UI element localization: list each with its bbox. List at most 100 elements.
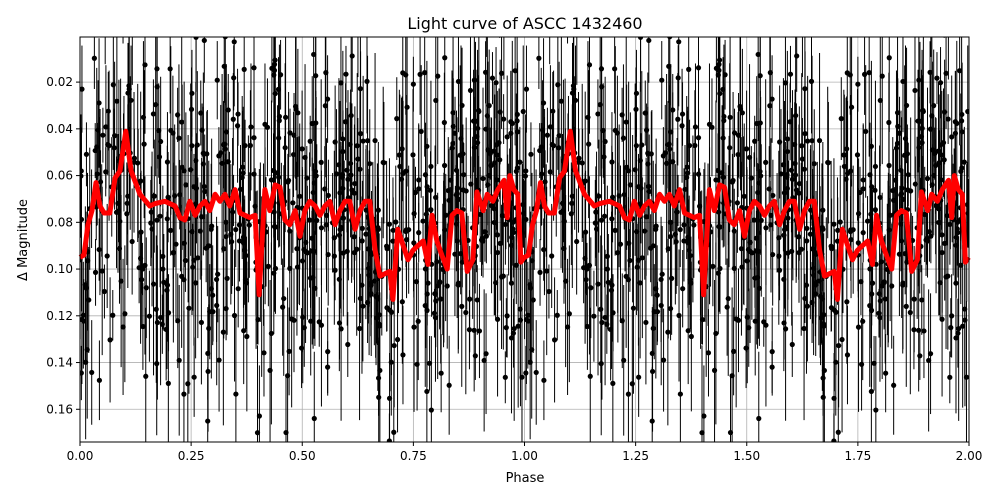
data-point [884,266,890,273]
data-point [891,382,897,388]
data-point [796,190,802,196]
data-point [282,114,289,120]
data-point [201,183,207,190]
data-point [781,190,788,196]
data-point [461,172,467,178]
data-point [146,313,153,319]
data-point [855,81,861,87]
data-point [793,112,799,119]
data-point [787,71,794,77]
data-point [199,127,205,133]
data-point [443,212,449,218]
data-point [354,143,360,149]
data-point [939,316,945,322]
data-point [533,369,539,376]
data-point [357,131,364,137]
data-point [835,429,841,435]
data-point [286,348,292,354]
data-point [586,62,593,68]
data-point [612,227,618,233]
data-point [182,257,189,264]
data-point [325,364,331,370]
data-point [630,305,637,311]
data-point [114,98,120,104]
data-point [420,218,426,224]
data-point [847,168,854,174]
data-point [455,78,462,85]
data-point [81,318,87,324]
data-point [479,235,486,241]
data-point [931,172,937,179]
data-point [756,415,762,422]
data-point [158,138,164,145]
y-axis-ticks: 0.02 0.04 0.06 0.08 0.10 0.12 0.14 0.16 [46,75,80,416]
y-tick-label: 0.16 [46,402,73,416]
data-point [699,430,705,436]
data-point [883,370,889,376]
data-point [801,166,808,172]
data-point [502,374,508,380]
data-point [230,116,236,122]
data-point [592,220,598,226]
data-point [471,327,477,333]
data-point [540,100,547,106]
data-point [503,325,509,331]
data-point [855,324,862,330]
data-point [302,154,308,161]
data-point [893,145,900,151]
data-point [781,276,787,282]
data-point [684,164,690,170]
data-point [953,280,959,286]
x-tick-label: 1.50 [733,449,760,463]
data-point [860,177,866,183]
data-point [193,37,199,40]
data-point [221,246,227,252]
data-point [605,279,611,285]
data-point [653,223,659,229]
data-point [504,313,510,319]
data-point [676,312,682,319]
data-point [494,316,501,322]
data-point [808,207,814,213]
data-point [755,189,761,196]
data-point [216,357,222,363]
data-point [886,162,892,169]
data-point [267,367,273,373]
data-point [298,345,305,351]
data-point [425,280,431,286]
data-point [508,130,514,136]
x-axis-ticks: 0.00 0.25 0.50 0.75 1.00 1.25 1.50 1.75 2.00 [67,442,982,463]
data-point [924,235,930,241]
data-point [157,213,163,219]
data-point [214,77,220,83]
data-point [185,381,191,387]
data-point [110,312,116,318]
data-point [311,415,317,422]
data-point [604,266,610,272]
data-point [939,249,945,256]
data-point [265,263,271,269]
data-point [331,235,337,241]
data-point [877,97,883,104]
data-point [549,253,555,259]
data-point [168,127,174,134]
data-point [204,151,210,157]
data-point [928,10,933,15]
data-point [873,407,879,413]
data-point [384,243,390,249]
points-group [80,10,969,442]
data-point [828,243,834,249]
data-point [957,68,963,74]
data-point [574,238,580,245]
data-point [959,165,965,171]
data-point [345,341,351,348]
data-point [104,253,110,259]
data-point [179,273,185,280]
data-point [701,413,707,419]
data-point [313,28,318,33]
data-point [724,304,730,310]
data-point [872,187,878,193]
data-point [831,395,837,401]
data-point [919,140,925,146]
data-point [198,319,205,326]
